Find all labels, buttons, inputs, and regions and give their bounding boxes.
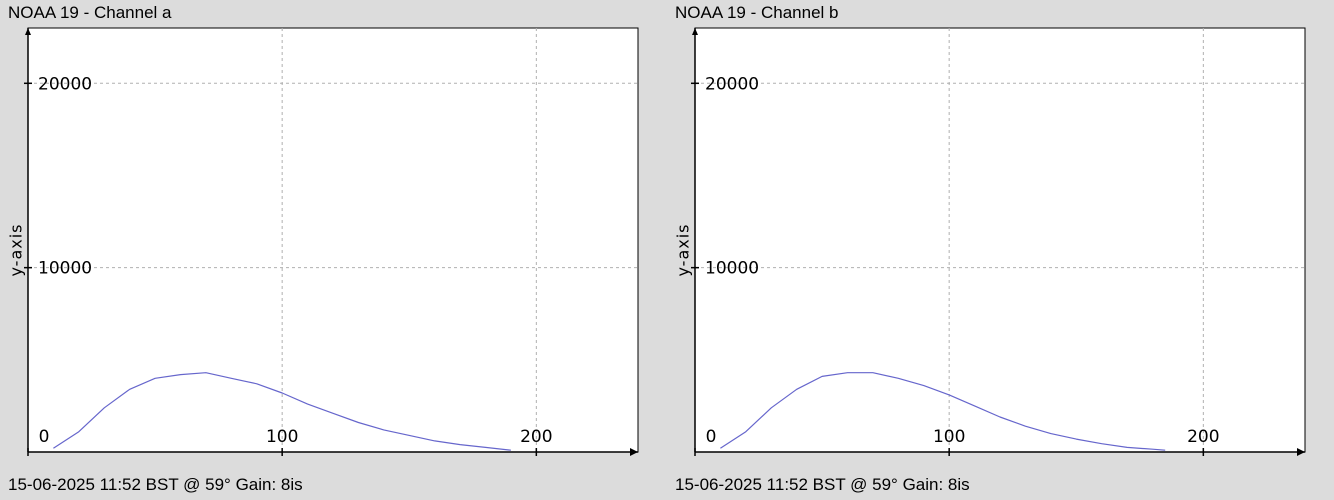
chart-panel-channel-b: NOAA 19 - Channel b 0 100 200 10000 20000 y-… bbox=[667, 0, 1334, 500]
y-tick-label: 20000 bbox=[38, 74, 92, 94]
x-axis-arrow bbox=[1297, 448, 1305, 456]
series-line bbox=[720, 372, 1166, 451]
x-tick-label: 100 bbox=[266, 427, 298, 447]
x-tick-label: 0 bbox=[706, 427, 717, 447]
chart-panel-channel-a: NOAA 19 - Channel a 0 100 200 10000 20000 y-… bbox=[6, 3, 639, 494]
y-tick-label: 20000 bbox=[705, 74, 759, 94]
chart-title: NOAA 19 - Channel a bbox=[8, 3, 172, 22]
plot-background bbox=[694, 27, 1306, 453]
x-tick-label: 200 bbox=[520, 427, 552, 447]
x-axis-arrow bbox=[630, 448, 638, 456]
plot-area: 0 100 200 10000 20000 bbox=[24, 27, 639, 456]
capture-info: 15-06-2025 11:52 BST @ 59° Gain: 8is bbox=[675, 475, 970, 494]
chart-title: NOAA 19 - Channel b bbox=[675, 3, 839, 22]
y-tick-label: 10000 bbox=[38, 259, 92, 279]
x-tick-label: 0 bbox=[39, 427, 50, 447]
capture-info: 15-06-2025 11:52 BST @ 59° Gain: 8is bbox=[8, 475, 303, 494]
plot-area: 0 100 200 10000 20000 bbox=[691, 27, 1306, 456]
plot-background bbox=[27, 27, 639, 453]
x-tick-label: 100 bbox=[933, 427, 965, 447]
series-line bbox=[53, 372, 511, 451]
y-tick-label: 10000 bbox=[705, 259, 759, 279]
y-axis-arrow bbox=[25, 28, 31, 35]
y-axis-arrow bbox=[692, 28, 698, 35]
y-axis-label: y-axis bbox=[673, 223, 693, 277]
y-axis-label: y-axis bbox=[6, 223, 26, 277]
x-tick-label: 200 bbox=[1187, 427, 1219, 447]
